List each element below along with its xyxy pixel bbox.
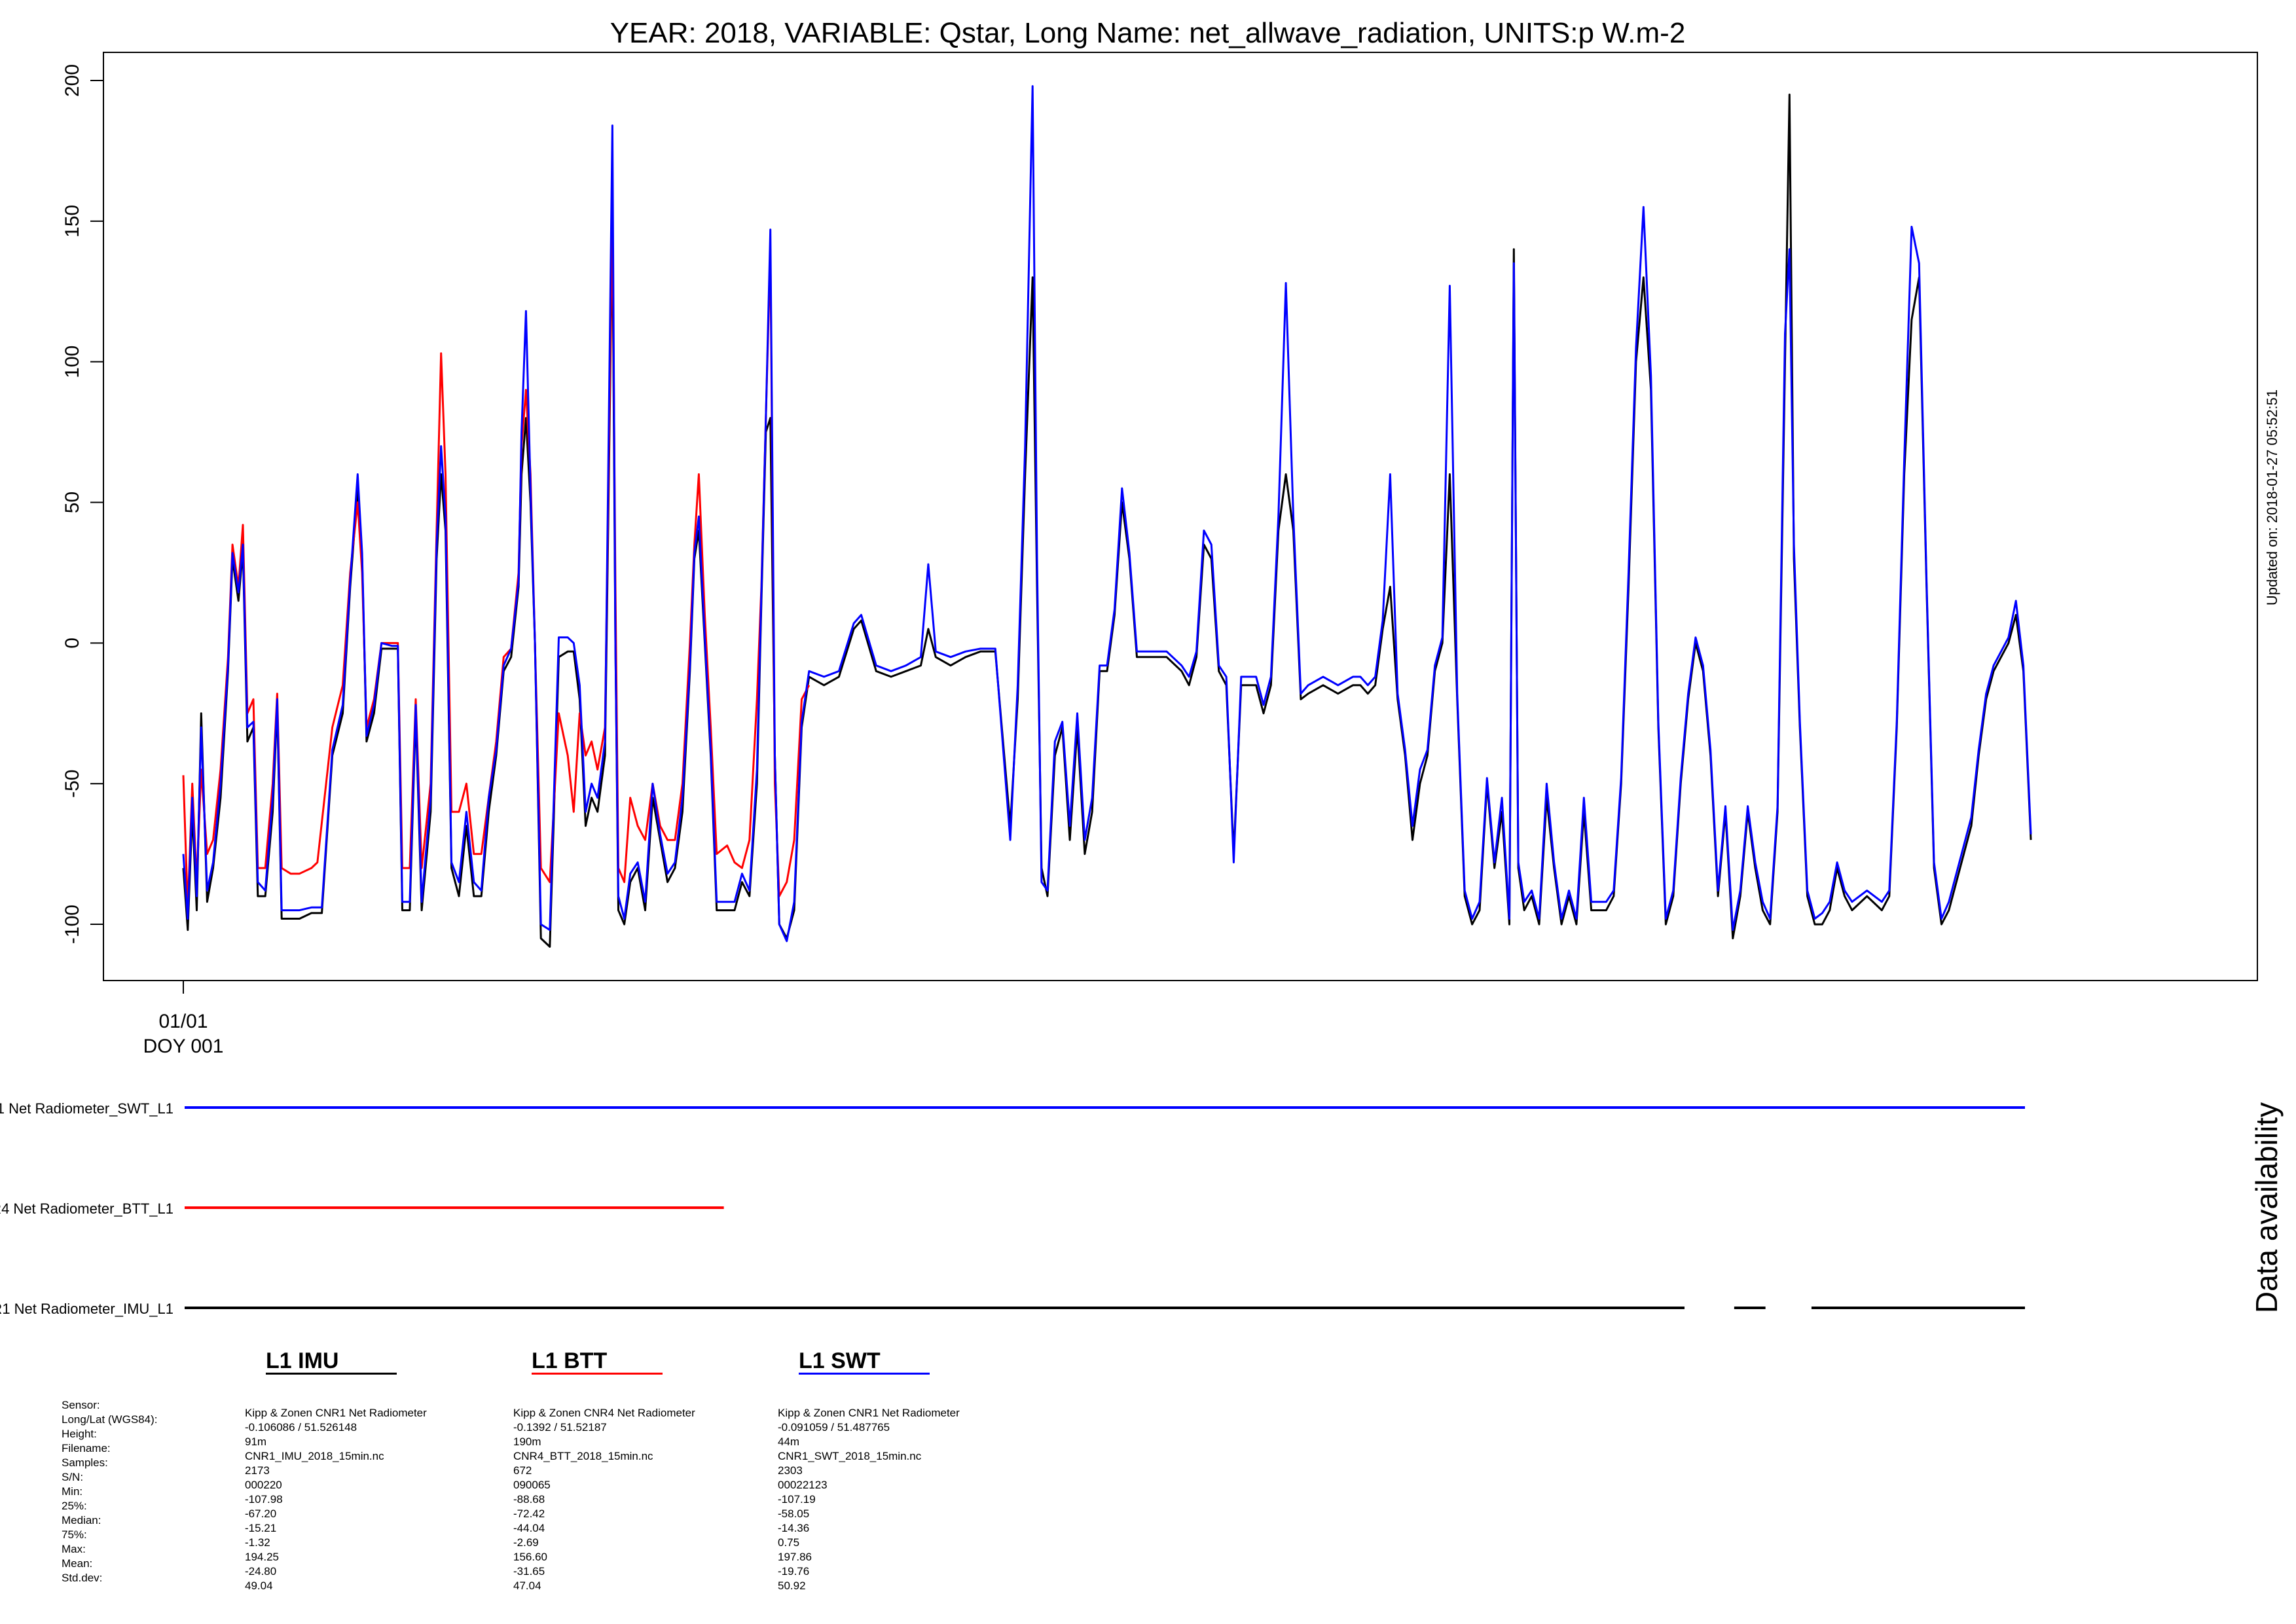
stats-value: Kipp & Zonen CNR1 Net Radiometer (778, 1407, 960, 1419)
availability-row-label: Kipp & Zonen CNR1 Net Radiometer_SWT_L1 (0, 1100, 173, 1117)
stats-value: -31.65 (513, 1565, 545, 1578)
y-tick-label: 100 (62, 346, 83, 378)
updated-timestamp: Updated on: 2018-01-27 05:52:51 (2264, 389, 2280, 605)
stats-values: Kipp & Zonen CNR4 Net Radiometer -0.1392 … (513, 1406, 695, 1593)
stats-label: Min: (62, 1485, 83, 1498)
y-tick-label: 150 (62, 205, 83, 238)
stats-value: -58.05 (778, 1507, 810, 1520)
stats-label: Sensor: (62, 1399, 100, 1411)
stats-label: Filename: (62, 1442, 111, 1454)
stats-label: Max: (62, 1543, 86, 1555)
stats-value: -24.80 (245, 1565, 277, 1578)
stats-value: CNR1_IMU_2018_15min.nc (245, 1450, 384, 1462)
stats-value: 190m (513, 1435, 541, 1448)
stats-header-underline (266, 1373, 397, 1375)
stats-value: Kipp & Zonen CNR4 Net Radiometer (513, 1407, 695, 1419)
stats-header: L1 SWT (799, 1348, 881, 1373)
availability-row-label: Kipp & Zonen CNR4 Net Radiometer_BTT_L1 (0, 1200, 173, 1217)
stats-labels: Sensor: Long/Lat (WGS84): Height: Filename:… (62, 1398, 157, 1585)
stats-value: 194.25 (245, 1551, 279, 1563)
stats-value: 672 (513, 1464, 532, 1477)
y-tick-label: 200 (62, 64, 83, 97)
stats-value: 0.75 (778, 1536, 800, 1549)
stats-value: -72.42 (513, 1507, 545, 1520)
stats-label: 75%: (62, 1528, 87, 1541)
x-tick-label: DOY 001 (143, 1036, 224, 1057)
y-tick-label: 0 (62, 638, 83, 649)
chart-title: YEAR: 2018, VARIABLE: Qstar, Long Name: … (610, 17, 1686, 49)
stats-value: -14.36 (778, 1522, 810, 1534)
availability-row-label: Kipp & Zonen CNR1 Net Radiometer_IMU_L1 (0, 1301, 173, 1317)
stats-value: 197.86 (778, 1551, 812, 1563)
stats-values: Kipp & Zonen CNR1 Net Radiometer -0.10608… (245, 1406, 427, 1593)
stats-value: CNR1_SWT_2018_15min.nc (778, 1450, 922, 1462)
stats-value: 50.92 (778, 1579, 806, 1592)
stats-value: 44m (778, 1435, 800, 1448)
stats-value: -67.20 (245, 1507, 277, 1520)
stats-value: -2.69 (513, 1536, 539, 1549)
stats-value: 49.04 (245, 1579, 273, 1592)
stats-label: Median: (62, 1514, 101, 1526)
x-axis: 01/01 DOY 001 (143, 981, 224, 1057)
stats-header-underline (799, 1373, 930, 1375)
stats-value: 000220 (245, 1479, 282, 1491)
stats-value: -15.21 (245, 1522, 277, 1534)
stats-label: 25%: (62, 1500, 87, 1512)
stats-value: 090065 (513, 1479, 551, 1491)
stats-value: -1.32 (245, 1536, 270, 1549)
stats-value: 47.04 (513, 1579, 541, 1592)
stats-label: Long/Lat (WGS84): (62, 1413, 158, 1426)
stats-header: L1 IMU (266, 1348, 339, 1373)
stats-value: 91m (245, 1435, 267, 1448)
stats-value: -88.68 (513, 1493, 545, 1506)
stats-value: -19.76 (778, 1565, 810, 1578)
stats-values: Kipp & Zonen CNR1 Net Radiometer -0.09105… (778, 1406, 960, 1593)
stats-value: CNR4_BTT_2018_15min.nc (513, 1450, 653, 1462)
x-tick-label: 01/01 (158, 1011, 208, 1032)
stats-value: -0.1392 / 51.52187 (513, 1421, 607, 1434)
series-line-0 (182, 94, 2032, 948)
stats-header: L1 BTT (532, 1348, 608, 1373)
y-tick-label: 50 (62, 492, 83, 513)
availability-panel: Kipp & Zonen CNR1 Net Radiometer_SWT_L1 K… (0, 1100, 2025, 1317)
y-tick-label: -50 (62, 770, 83, 798)
stats-value: -107.19 (778, 1493, 816, 1506)
stats-header-underline (532, 1373, 663, 1375)
stats-label: Samples: (62, 1456, 108, 1469)
stats-value: -0.106086 / 51.526148 (245, 1421, 357, 1434)
stats-value: Kipp & Zonen CNR1 Net Radiometer (245, 1407, 427, 1419)
series-line-1 (182, 206, 811, 912)
series-layer (182, 85, 2032, 948)
plot-frame (103, 52, 2258, 981)
stats-value: 156.60 (513, 1551, 547, 1563)
y-axis: -100 -50 0 50 100 150 200 (62, 64, 103, 944)
stats-value: 00022123 (778, 1479, 828, 1491)
stats-label: S/N: (62, 1471, 84, 1483)
stats-value: -0.091059 / 51.487765 (778, 1421, 890, 1434)
stats-value: 2303 (778, 1464, 803, 1477)
stats-label: Height: (62, 1428, 97, 1440)
stats-label: Mean: (62, 1557, 93, 1570)
stats-value: 2173 (245, 1464, 270, 1477)
availability-label: Data availability (2250, 1102, 2284, 1313)
stats-label: Std.dev: (62, 1572, 103, 1584)
stats-value: -107.98 (245, 1493, 283, 1506)
series-line-2 (182, 85, 2032, 943)
y-tick-label: -100 (62, 905, 83, 944)
stats-value: -44.04 (513, 1522, 545, 1534)
